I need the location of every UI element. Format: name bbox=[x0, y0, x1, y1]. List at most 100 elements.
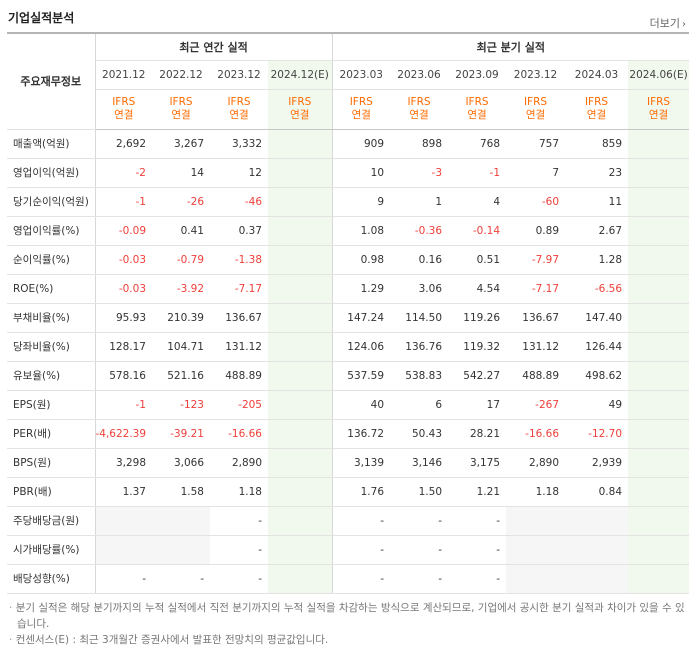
table-cell: -0.03 bbox=[95, 274, 152, 304]
table-cell: -3 bbox=[390, 158, 449, 188]
table-cell bbox=[268, 448, 333, 478]
table-cell bbox=[95, 535, 152, 565]
table-cell bbox=[268, 361, 333, 391]
table-cell: - bbox=[210, 535, 268, 565]
table-cell: 136.67 bbox=[506, 302, 566, 333]
table-cell: 538.83 bbox=[390, 361, 449, 391]
table-row: BPS(원) 3,298 3,066 2,890 3,139 3,146 3,175 2,89… bbox=[7, 448, 690, 478]
table-row: 당기순이익(억원) -1 -26 -46 9 1 4 -60 11 bbox=[7, 187, 690, 217]
table-cell: - bbox=[152, 564, 210, 594]
table-cell bbox=[628, 332, 690, 362]
table-cell: -39.21 bbox=[152, 419, 210, 449]
table-cell: 0.37 bbox=[210, 215, 268, 246]
table-cell: -7.97 bbox=[506, 245, 566, 275]
table-cell bbox=[268, 187, 333, 217]
table-cell bbox=[628, 187, 690, 217]
row-label: 매출액(억원) bbox=[7, 129, 96, 159]
table-cell: 23 bbox=[565, 158, 629, 188]
table-cell: 1.18 bbox=[210, 477, 268, 507]
table-row: PER(배) -4,622.39 -39.21 -16.66 136.72 50.43 28… bbox=[7, 419, 690, 449]
table-cell: 126.44 bbox=[565, 332, 629, 362]
more-link[interactable]: 더보기 › bbox=[650, 15, 686, 31]
table-cell bbox=[565, 564, 629, 594]
table-cell: 859 bbox=[565, 129, 629, 159]
table-cell: 1.08 bbox=[332, 215, 391, 246]
table-cell: -12.70 bbox=[565, 419, 629, 449]
table-row: 배당성향(%) - - - - - - bbox=[7, 564, 690, 594]
table-cell: 11 bbox=[565, 187, 629, 217]
date-header-row: 2021.12 2022.12 2023.12 2024.12(E) 2023.03 20… bbox=[7, 60, 690, 90]
table-cell: 131.12 bbox=[210, 332, 268, 362]
table-cell bbox=[152, 535, 210, 565]
table-cell: -3.92 bbox=[152, 274, 210, 304]
period-header: 2023.09 bbox=[448, 60, 507, 90]
table-cell: 537.59 bbox=[332, 361, 391, 391]
table-cell: 1.29 bbox=[332, 274, 391, 304]
table-cell: 131.12 bbox=[506, 332, 566, 362]
row-label: 유보율(%) bbox=[7, 361, 96, 391]
row-label: 순이익률(%) bbox=[7, 245, 96, 275]
period-header: 2024.06(E) bbox=[628, 60, 690, 90]
table-cell bbox=[268, 332, 333, 362]
table-cell bbox=[95, 506, 152, 536]
period-header: 2024.03 bbox=[565, 60, 629, 90]
table-cell: 10 bbox=[332, 158, 391, 188]
row-label: PBR(배) bbox=[7, 477, 96, 507]
period-header: 2023.06 bbox=[390, 60, 449, 90]
table-cell: 136.76 bbox=[390, 332, 449, 362]
table-cell: -16.66 bbox=[506, 419, 566, 449]
table-cell bbox=[628, 215, 690, 246]
footnote-2: · 컨센서스(E) : 최근 3개월간 증권사에서 발표한 전망치의 평균값입니… bbox=[9, 634, 329, 646]
table-cell: 542.27 bbox=[448, 361, 507, 391]
table-cell: 3,139 bbox=[332, 448, 391, 478]
table-cell: 14 bbox=[152, 158, 210, 188]
table-cell: -60 bbox=[506, 187, 566, 217]
table-cell: -1 bbox=[95, 187, 152, 217]
table-cell: 488.89 bbox=[210, 361, 268, 391]
table-cell: 2,890 bbox=[210, 448, 268, 478]
table-cell bbox=[628, 535, 690, 565]
table-cell: 136.72 bbox=[332, 419, 391, 449]
table-cell: 1.50 bbox=[390, 477, 449, 507]
table-cell: 757 bbox=[506, 129, 566, 159]
ifrs-label: IFRS 연결 bbox=[95, 89, 152, 130]
table-cell: 210.39 bbox=[152, 302, 210, 333]
table-cell: 488.89 bbox=[506, 361, 566, 391]
ifrs-header-row: IFRS 연결 IFRS 연결 IFRS 연결 IFRS 연결 IFRS 연결 IFRS 연결 IFRS… bbox=[7, 89, 690, 130]
table-cell: 6 bbox=[390, 389, 449, 420]
table-cell bbox=[268, 129, 333, 159]
table-cell: -205 bbox=[210, 389, 268, 420]
table-cell: -4,622.39 bbox=[95, 419, 152, 449]
table-row: 당좌비율(%) 128.17 104.71 131.12 124.06 136.76 119… bbox=[7, 332, 690, 362]
table-cell: 3.06 bbox=[390, 274, 449, 304]
row-label: BPS(원) bbox=[7, 448, 96, 478]
ifrs-label: IFRS 연결 bbox=[506, 89, 566, 130]
table-cell: -6.56 bbox=[565, 274, 629, 304]
ifrs-label: IFRS 연결 bbox=[390, 89, 449, 130]
table-cell bbox=[628, 506, 690, 536]
table-cell: -0.14 bbox=[448, 215, 507, 246]
table-cell bbox=[628, 361, 690, 391]
table-cell bbox=[628, 274, 690, 304]
row-label: 당기순이익(억원) bbox=[7, 187, 96, 217]
table-cell bbox=[628, 129, 690, 159]
table-cell bbox=[628, 158, 690, 188]
row-label: 부채비율(%) bbox=[7, 302, 96, 333]
table-cell: 104.71 bbox=[152, 332, 210, 362]
table-cell bbox=[268, 419, 333, 449]
table-cell: -7.17 bbox=[210, 274, 268, 304]
table-row: EPS(원) -1 -123 -205 40 6 17 -267 49 bbox=[7, 389, 690, 420]
table-cell bbox=[268, 158, 333, 188]
table-cell: 147.40 bbox=[565, 302, 629, 333]
ifrs-label: IFRS 연결 bbox=[152, 89, 210, 130]
table-row: 유보율(%) 578.16 521.16 488.89 537.59 538.83 542.… bbox=[7, 361, 690, 391]
table-cell: 1.21 bbox=[448, 477, 507, 507]
table-cell: 909 bbox=[332, 129, 391, 159]
row-label: ROE(%) bbox=[7, 274, 96, 304]
table-cell bbox=[268, 477, 333, 507]
table-row: ROE(%) -0.03 -3.92 -7.17 1.29 3.06 4.54 -7.17 -6… bbox=[7, 274, 690, 304]
table-cell bbox=[565, 506, 629, 536]
table-cell bbox=[152, 506, 210, 536]
table-cell: -16.66 bbox=[210, 419, 268, 449]
table-cell: 128.17 bbox=[95, 332, 152, 362]
